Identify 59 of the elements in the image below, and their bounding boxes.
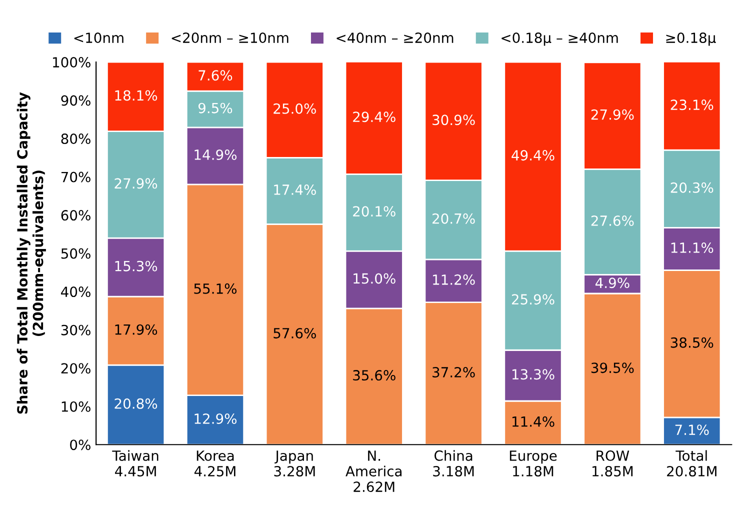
data-label: 27.6% bbox=[591, 215, 634, 226]
y-tick-label: 100% bbox=[53, 57, 90, 68]
legend-label: ≥0.18µ bbox=[666, 32, 716, 46]
y-axis-title: Share of Total Monthly Installed Capacity (200mm-equivalents) bbox=[16, 92, 46, 414]
x-tick-label: China 3.18M bbox=[433, 450, 474, 476]
y-tick-label: 40% bbox=[61, 286, 90, 298]
data-label: 20.7% bbox=[432, 213, 475, 224]
data-label: 7.1% bbox=[675, 424, 709, 436]
data-label: 37.2% bbox=[432, 366, 475, 378]
x-tick-label: Taiwan 4.45M bbox=[112, 450, 158, 476]
data-label: 35.6% bbox=[353, 370, 396, 381]
data-label: 23.1% bbox=[670, 100, 714, 110]
data-label: 20.8% bbox=[114, 398, 158, 409]
y-tick-label: 20% bbox=[61, 363, 90, 374]
x-tick-label: Korea 4.25M bbox=[194, 450, 236, 476]
data-label: 27.9% bbox=[591, 109, 634, 120]
data-label: 7.6% bbox=[198, 70, 232, 81]
data-label: 25.0% bbox=[274, 103, 316, 114]
y-tick-label: 90% bbox=[61, 95, 90, 106]
data-label: 39.5% bbox=[591, 362, 634, 374]
data-label: 13.3% bbox=[512, 369, 554, 380]
data-label: 11.2% bbox=[433, 274, 475, 285]
x-tick-label: Japan 3.28M bbox=[274, 450, 315, 476]
y-tick-label: 50% bbox=[61, 248, 90, 259]
data-label: 20.3% bbox=[670, 182, 714, 193]
legend-label: <20nm – ≥10nm bbox=[172, 32, 288, 44]
data-label: 20.1% bbox=[353, 206, 396, 217]
data-label: 9.5% bbox=[198, 102, 232, 114]
legend-label: <10nm bbox=[74, 32, 124, 44]
x-tick-label: N. America 2.62M bbox=[346, 450, 402, 492]
data-label: 38.5% bbox=[670, 337, 714, 348]
data-label: 14.9% bbox=[194, 149, 237, 160]
data-label: 11.1% bbox=[671, 242, 714, 253]
y-tick-label: 60% bbox=[61, 210, 90, 221]
y-tick-label: 80% bbox=[61, 134, 90, 144]
data-label: 57.6% bbox=[274, 328, 316, 338]
data-label: 49.4% bbox=[512, 150, 554, 161]
x-tick-label: ROW 1.85M bbox=[592, 450, 633, 476]
data-label: 15.3% bbox=[115, 260, 158, 272]
data-label: 55.1% bbox=[194, 283, 237, 294]
data-label: 29.4% bbox=[353, 112, 396, 122]
data-label: 11.4% bbox=[512, 416, 554, 427]
y-tick-label: 30% bbox=[61, 324, 90, 336]
y-tick-label: 0% bbox=[70, 440, 90, 450]
data-label: 25.9% bbox=[512, 294, 554, 305]
data-label: 27.9% bbox=[114, 178, 158, 189]
data-label: 17.4% bbox=[274, 184, 316, 195]
data-label: 4.9% bbox=[595, 278, 630, 288]
legend-label: <40nm – ≥20nm bbox=[336, 32, 454, 44]
data-label: 30.9% bbox=[432, 114, 475, 126]
data-label: 12.9% bbox=[194, 413, 237, 424]
y-tick-label: 10% bbox=[62, 401, 90, 412]
data-label: 17.9% bbox=[115, 324, 158, 335]
legend-label: <0.18µ – ≥40nm bbox=[502, 32, 618, 46]
x-tick-label: Total 20.81M bbox=[667, 450, 716, 476]
x-tick-label: Europe 1.18M bbox=[510, 450, 557, 476]
data-label: 15.0% bbox=[354, 273, 396, 284]
data-label: 18.1% bbox=[115, 90, 158, 101]
y-tick-label: 70% bbox=[61, 172, 90, 182]
